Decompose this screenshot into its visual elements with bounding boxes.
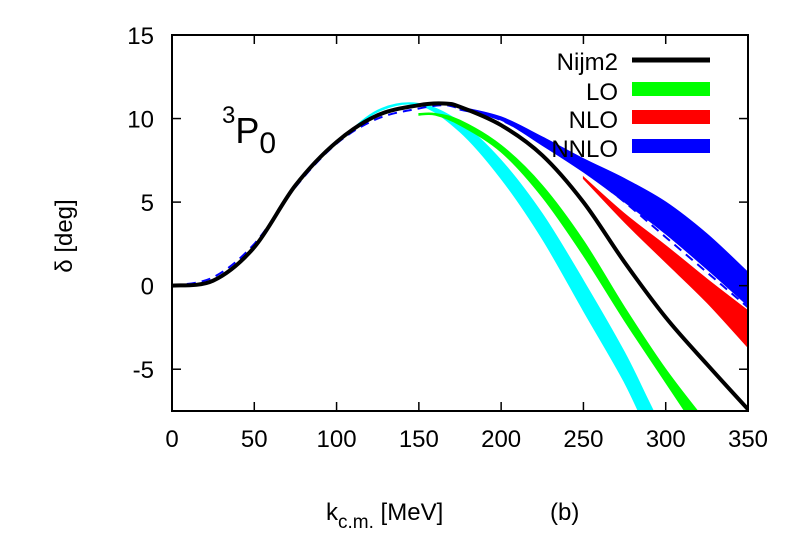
x-tick-label-0: 0: [165, 426, 178, 453]
x-tick-label-100: 100: [317, 426, 357, 453]
x-tick-label-250: 250: [563, 426, 603, 453]
y-tick-label-15: 15: [127, 23, 154, 50]
x-tick-label-150: 150: [399, 426, 439, 453]
legend: Nijm2 LO NLO NNLO: [551, 49, 710, 163]
state-label: 3P0: [222, 102, 276, 160]
state-label-sub: 0: [259, 127, 276, 160]
series-lo: [418, 112, 699, 411]
x-axis-label-sub: c.m.: [338, 512, 374, 533]
x-tick-label-200: 200: [481, 426, 521, 453]
plot-frame: [171, 34, 749, 412]
series-nijm2: [172, 101, 748, 411]
y-axis-label: δ [deg]: [51, 199, 78, 272]
x-axis-label: kc.m. [MeV]: [326, 499, 443, 533]
plot-series: [172, 101, 748, 411]
y-tick-label-5: 5: [141, 190, 154, 217]
legend-label-nlo: NLO: [569, 107, 618, 134]
legend-label-nijm2: Nijm2: [557, 49, 618, 76]
panel-label: (b): [550, 499, 579, 526]
y-tick-label--5: -5: [133, 357, 154, 384]
state-label-sup: 3: [222, 102, 235, 129]
y-tick-label-10: 10: [127, 107, 154, 134]
x-tick-label-50: 50: [241, 426, 268, 453]
y-tick-label-0: 0: [141, 274, 154, 301]
x-tick-label-300: 300: [646, 426, 686, 453]
state-label-main: P: [235, 110, 259, 151]
series-nlo: [582, 175, 748, 349]
x-axis-label-main: k: [326, 499, 339, 526]
series-nnlo: [459, 106, 748, 307]
legend-label-nnlo: NNLO: [551, 136, 618, 163]
legend-label-lo: LO: [586, 79, 618, 106]
axis-ticks: 0 50 100 150 200 250 300 350 -5 0 5 10 15: [127, 23, 768, 453]
x-tick-label-350: 350: [728, 426, 768, 453]
x-axis-label-tail: [MeV]: [374, 499, 443, 526]
